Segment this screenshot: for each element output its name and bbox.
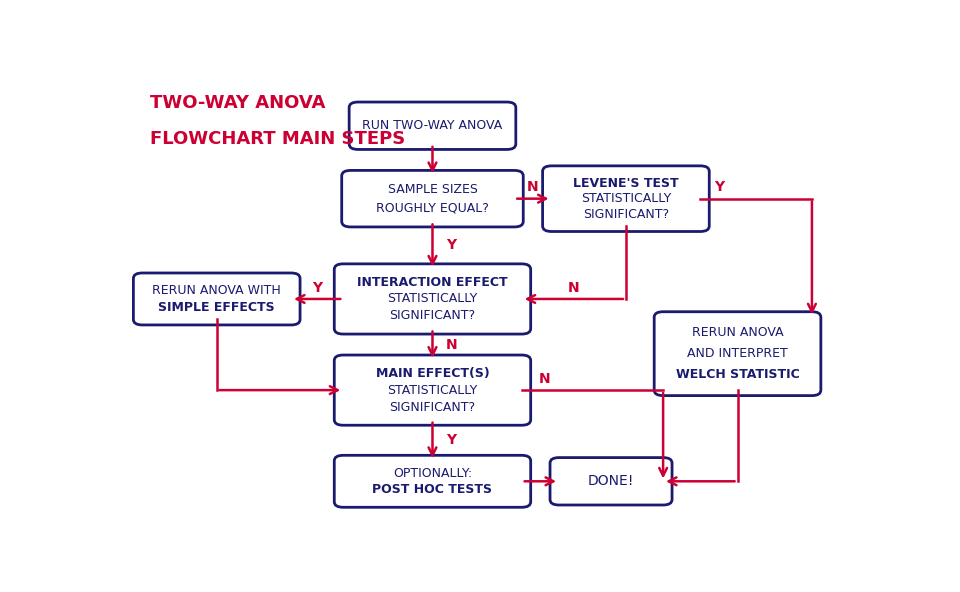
- Text: Y: Y: [714, 181, 724, 194]
- Text: RUN TWO-WAY ANOVA: RUN TWO-WAY ANOVA: [362, 119, 503, 132]
- Text: SIGNIFICANT?: SIGNIFICANT?: [390, 310, 475, 323]
- FancyBboxPatch shape: [654, 312, 821, 395]
- Text: Y: Y: [446, 239, 456, 252]
- Text: STATISTICALLY: STATISTICALLY: [387, 384, 478, 397]
- Text: Y: Y: [446, 433, 456, 448]
- Text: RERUN ANOVA WITH: RERUN ANOVA WITH: [153, 284, 281, 297]
- Text: INTERACTION EFFECT: INTERACTION EFFECT: [357, 275, 508, 288]
- Text: LEVENE'S TEST: LEVENE'S TEST: [573, 176, 679, 189]
- FancyBboxPatch shape: [550, 458, 672, 505]
- Text: STATISTICALLY: STATISTICALLY: [387, 292, 478, 305]
- Text: AND INTERPRET: AND INTERPRET: [687, 347, 788, 360]
- FancyBboxPatch shape: [334, 264, 531, 334]
- Text: SIGNIFICANT?: SIGNIFICANT?: [390, 401, 475, 414]
- Text: STATISTICALLY: STATISTICALLY: [581, 192, 671, 205]
- Text: WELCH STATISTIC: WELCH STATISTIC: [676, 368, 800, 381]
- FancyBboxPatch shape: [334, 455, 531, 507]
- Text: TWO-WAY ANOVA: TWO-WAY ANOVA: [150, 94, 325, 112]
- Text: SIMPLE EFFECTS: SIMPLE EFFECTS: [158, 301, 275, 314]
- Text: FLOWCHART MAIN STEPS: FLOWCHART MAIN STEPS: [150, 130, 405, 149]
- Text: DONE!: DONE!: [588, 474, 635, 488]
- Text: POST HOC TESTS: POST HOC TESTS: [372, 483, 492, 496]
- Text: RERUN ANOVA: RERUN ANOVA: [692, 326, 783, 339]
- FancyBboxPatch shape: [349, 102, 516, 149]
- Text: MAIN EFFECT(S): MAIN EFFECT(S): [375, 366, 490, 379]
- Text: N: N: [445, 337, 457, 352]
- Text: OPTIONALLY:: OPTIONALLY:: [393, 466, 472, 480]
- Text: SAMPLE SIZES: SAMPLE SIZES: [388, 183, 477, 196]
- Text: N: N: [527, 181, 539, 194]
- FancyBboxPatch shape: [342, 170, 523, 227]
- FancyBboxPatch shape: [133, 273, 300, 325]
- Text: Y: Y: [312, 281, 323, 295]
- Text: ROUGHLY EQUAL?: ROUGHLY EQUAL?: [376, 201, 489, 214]
- Text: N: N: [539, 372, 550, 386]
- FancyBboxPatch shape: [334, 355, 531, 425]
- Text: SIGNIFICANT?: SIGNIFICANT?: [583, 208, 669, 221]
- FancyBboxPatch shape: [542, 166, 709, 231]
- Text: N: N: [568, 281, 580, 295]
